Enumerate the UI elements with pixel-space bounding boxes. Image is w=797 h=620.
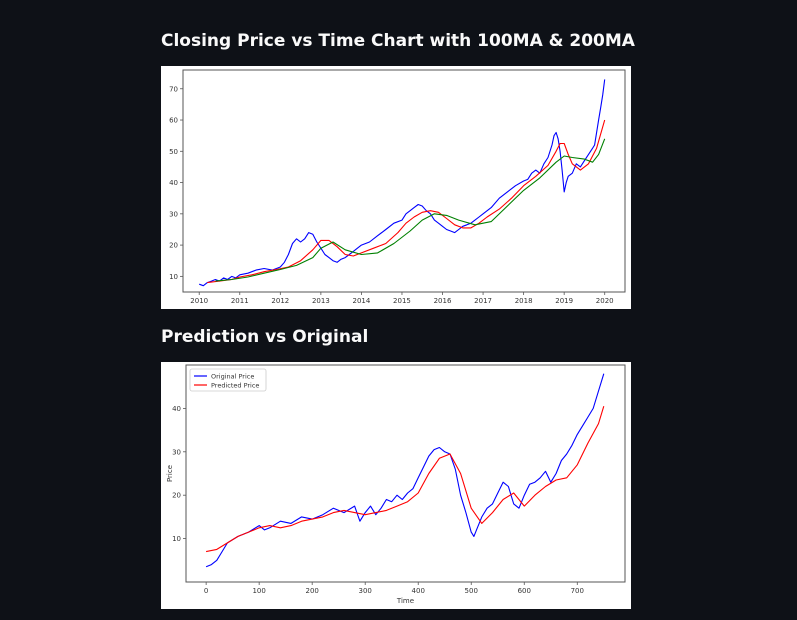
y-tick-label: 30 <box>169 210 178 218</box>
series-line-original <box>205 373 605 568</box>
legend-label-predicted: Predicted Price <box>211 381 259 389</box>
y-tick-label: 40 <box>169 179 178 187</box>
series-line-ma200 <box>215 138 606 282</box>
x-tick-label: 500 <box>465 587 478 595</box>
x-tick-label: 600 <box>518 587 531 595</box>
x-tick-label: 2016 <box>434 297 452 305</box>
y-tick-label: 30 <box>172 448 181 456</box>
x-tick-label: 2017 <box>474 297 492 305</box>
x-tick-label: 100 <box>252 587 265 595</box>
x-tick-label: 2010 <box>190 297 208 305</box>
y-tick-label: 50 <box>169 148 178 156</box>
y-tick-label: 10 <box>169 273 178 281</box>
x-tick-label: 2018 <box>515 297 533 305</box>
legend-label-original: Original Price <box>211 372 254 380</box>
legend-box <box>189 368 267 392</box>
x-tick-label: 2012 <box>271 297 289 305</box>
ma-chart-panel: 2010 2011 2012 2013 2014 2015 2016 2017 2018 2019… <box>161 66 631 309</box>
y-tick-label: 20 <box>172 492 181 500</box>
y-tick-label: 70 <box>169 85 178 93</box>
prediction-chart-svg: 0 100 200 300 400 500 600 700 10 20 30 40 Time Price O… <box>166 364 626 605</box>
ma-chart-svg: 2010 2011 2012 2013 2014 2015 2016 2017 2018 2019… <box>169 69 626 305</box>
y-tick-label: 10 <box>172 535 181 543</box>
plot-frame <box>185 364 626 583</box>
y-tick-label: 60 <box>169 117 178 125</box>
y-tick-label: 20 <box>169 242 178 250</box>
x-axis-label: Time <box>396 597 414 605</box>
x-tick-label: 2019 <box>555 297 573 305</box>
x-tick-label: 2015 <box>393 297 411 305</box>
x-tick-label: 200 <box>305 587 318 595</box>
y-tick-label: 40 <box>172 405 181 413</box>
prediction-chart-panel: 0 100 200 300 400 500 600 700 10 20 30 40 Time Price O… <box>161 362 631 609</box>
y-axis-label: Price <box>166 465 174 482</box>
x-tick-label: 2020 <box>596 297 614 305</box>
x-tick-label: 0 <box>204 587 208 595</box>
series-line-ma100 <box>207 119 606 284</box>
x-tick-label: 2011 <box>231 297 249 305</box>
x-tick-label: 2014 <box>353 297 371 305</box>
series-line-predicted <box>205 406 605 553</box>
plot-frame <box>182 69 626 293</box>
prediction-chart-heading: Prediction vs Original <box>161 327 369 347</box>
x-tick-label: 400 <box>412 587 425 595</box>
series-line-price <box>199 79 606 287</box>
x-tick-label: 2013 <box>312 297 330 305</box>
ma-chart-heading: Closing Price vs Time Chart with 100MA &… <box>161 31 635 51</box>
x-tick-label: 700 <box>571 587 584 595</box>
x-tick-label: 300 <box>359 587 372 595</box>
